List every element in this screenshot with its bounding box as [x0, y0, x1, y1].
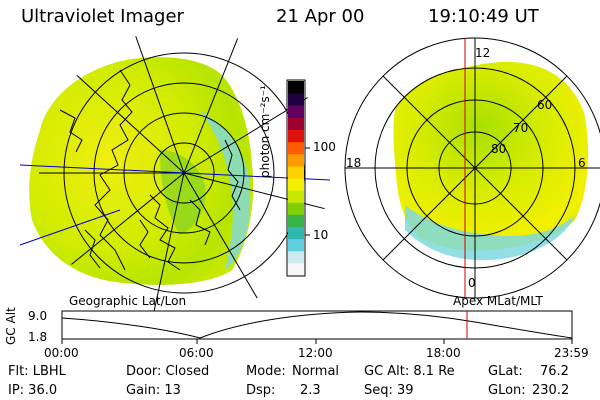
altitude-ytick-high: 9.0	[28, 309, 48, 323]
seq-info: Seq: 39	[364, 383, 414, 398]
right-oval-region	[393, 61, 589, 251]
colorbar-label-100: 100	[313, 140, 336, 154]
left-panel-label: Geographic Lat/Lon	[69, 294, 187, 308]
mode-value: Normal	[292, 364, 340, 379]
observation-time: 19:10:49 UT	[428, 6, 539, 27]
dsp-label: Dsp:	[246, 383, 276, 398]
dsp-value: 2.3	[300, 383, 321, 398]
mlat-label-80: 80	[491, 142, 507, 156]
mlt-label-0: 0	[468, 276, 476, 290]
altitude-ytick-low: 1.8	[28, 330, 48, 344]
colorbar-unit-label: photon cm⁻²s⁻¹	[258, 85, 272, 178]
gain-info: Gain: 13	[126, 383, 181, 398]
color-bar-segment	[288, 81, 304, 94]
gc-alt-info: GC Alt: 8.1 Re	[364, 364, 455, 379]
color-bar-segment	[288, 141, 304, 155]
color-bar-segment	[288, 165, 304, 179]
left-green-zone	[160, 150, 206, 235]
left-terminator-line	[19, 164, 331, 181]
right-panel-label: Apex MLat/MLT	[453, 294, 543, 308]
altitude-xtick-0600: 06:00	[179, 346, 214, 360]
left-cyan-fringe	[200, 110, 251, 270]
filter-info: Flt: LBHL	[8, 364, 66, 379]
color-bar-segment	[288, 190, 304, 203]
color-bar-segment	[288, 105, 304, 118]
instrument-title: Ultraviolet Imager	[21, 6, 184, 27]
glon-value: 230.2	[532, 383, 570, 398]
color-bar-segment	[288, 262, 304, 276]
right-mlt-grid	[345, 38, 600, 298]
altitude-xtick-0000: 00:00	[44, 346, 79, 360]
color-bar-segment	[288, 250, 304, 264]
left-orbit-line	[19, 209, 121, 246]
mlat-label-60: 60	[537, 98, 553, 112]
color-bar-segment	[288, 93, 304, 106]
glat-label: GLat:	[488, 364, 523, 379]
color-bar	[286, 79, 310, 277]
color-bar-segments	[288, 81, 304, 276]
ip-info: IP: 36.0	[8, 383, 58, 398]
altitude-ylabel: GC Alt	[4, 307, 18, 345]
altitude-curve	[61, 311, 573, 339]
mode-label: Mode:	[246, 364, 286, 379]
door-info: Door: Closed	[126, 364, 210, 379]
mlt-label-12: 12	[475, 46, 491, 60]
color-bar-segment	[288, 178, 304, 191]
color-bar-segment	[288, 214, 304, 227]
observation-date: 21 Apr 00	[276, 6, 365, 27]
altitude-xtick-2359: 23:59	[554, 346, 589, 360]
mlt-label-18: 18	[346, 156, 362, 170]
altitude-plot	[61, 310, 573, 344]
apex-image	[344, 37, 600, 299]
altitude-x-ticks	[61, 339, 573, 344]
color-bar-segment	[288, 238, 304, 252]
color-bar-segment	[288, 153, 304, 167]
color-bar-segment	[288, 226, 304, 240]
color-bar-segment	[288, 129, 304, 143]
mlat-label-70: 70	[513, 121, 529, 135]
geographic-image	[19, 28, 331, 318]
altitude-xtick-1200: 12:00	[298, 346, 333, 360]
altitude-plot-frame	[61, 310, 573, 340]
colorbar-label-10: 10	[313, 228, 329, 242]
coastlines	[59, 69, 241, 271]
color-bar-segment	[288, 202, 304, 215]
glon-label: GLon:	[488, 383, 526, 398]
mlt-label-6: 6	[578, 156, 586, 170]
glat-value: 76.2	[540, 364, 569, 379]
right-cyan-fringe	[405, 205, 575, 261]
color-bar-segment	[288, 117, 304, 130]
altitude-xtick-1800: 18:00	[426, 346, 461, 360]
